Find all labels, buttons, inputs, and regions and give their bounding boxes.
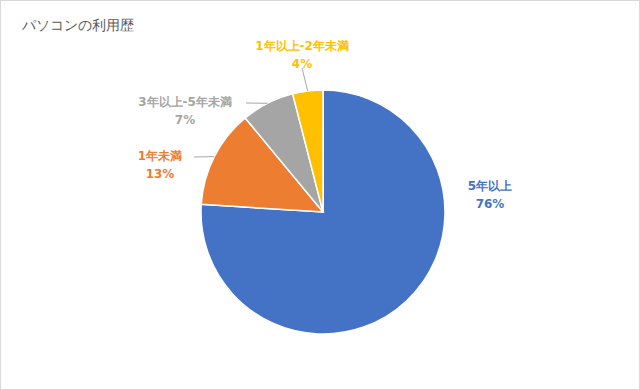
data-label: 7% — [175, 113, 195, 127]
slice-label: 5年以上 — [468, 179, 512, 193]
data-label: 13% — [146, 167, 175, 181]
title: パソコンの利用歴 — [21, 17, 134, 33]
data-label: 76% — [476, 197, 505, 211]
chart-frame — [1, 1, 640, 390]
leader-line — [194, 156, 214, 157]
slice-label: 3年以上-5年未満 — [138, 95, 232, 109]
slice — [293, 90, 323, 212]
slice-label: 1年以上-2年未満 — [255, 39, 349, 53]
slice-label: 1年未満 — [138, 149, 182, 163]
chart: パソコンの利用歴 5年以上 76% 1年未満 13% 3年以上-5年未満 7% 1年以上-2年… — [0, 0, 640, 390]
data-label: 4% — [292, 57, 312, 71]
pie — [201, 90, 445, 334]
leader-line — [246, 103, 268, 104]
leader-line — [302, 68, 308, 91]
slice — [201, 90, 445, 334]
